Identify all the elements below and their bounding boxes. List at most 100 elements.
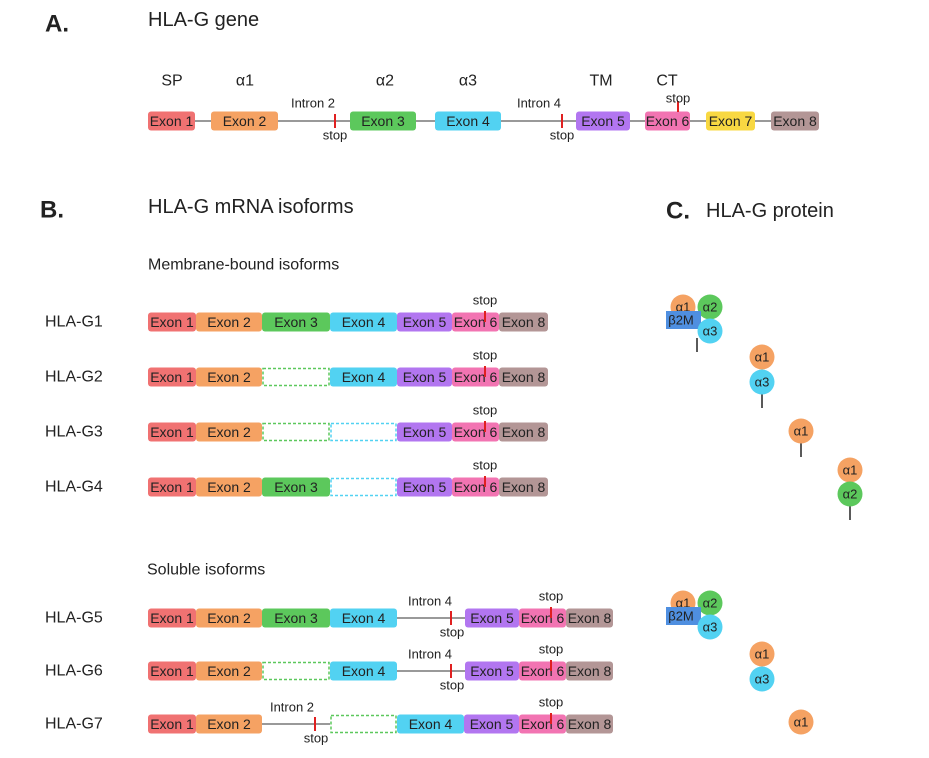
deleted-exon — [330, 477, 397, 497]
stop-label: stop — [539, 642, 564, 657]
domain-circle — [697, 294, 723, 320]
domain-label: α1 — [794, 715, 809, 730]
deleted-exon — [330, 714, 397, 734]
exon-label: Exon 1 — [150, 663, 194, 679]
exon-label: Exon 4 — [409, 716, 453, 732]
exon-label: Exon 2 — [207, 479, 251, 495]
exon-box — [452, 422, 499, 442]
exon-label: Exon 2 — [207, 424, 251, 440]
exon-box — [499, 312, 548, 332]
exon-box — [148, 661, 196, 681]
domain-label: α1 — [676, 596, 691, 611]
exon-label: Exon 4 — [446, 113, 490, 129]
stop-label: stop — [473, 403, 498, 418]
exon-box — [771, 111, 819, 131]
domain-circle — [749, 369, 775, 395]
domain-circle — [837, 481, 863, 507]
exon-label: Exon 2 — [207, 369, 251, 385]
exon-label: Exon 1 — [150, 479, 194, 495]
exon-box — [262, 608, 330, 628]
domain-circle — [837, 457, 863, 483]
stop-label: stop — [323, 128, 348, 143]
panel-letter: C. — [666, 198, 690, 225]
exon-box — [196, 714, 262, 734]
exon-box — [452, 367, 499, 387]
exon-label: Exon 4 — [342, 369, 386, 385]
exon-box — [196, 422, 262, 442]
exon-label: Exon 6 — [521, 610, 565, 626]
stop-label: stop — [473, 293, 498, 308]
exon-label: Exon 4 — [342, 663, 386, 679]
intron-label: Intron 4 — [517, 96, 561, 111]
domain-circle — [697, 590, 723, 616]
isoform-name: HLA-G1 — [45, 314, 103, 331]
group-title: Soluble isoforms — [147, 562, 265, 579]
exon-label: Exon 8 — [502, 314, 546, 330]
exon-label: Exon 8 — [502, 479, 546, 495]
domain-circle — [749, 344, 775, 370]
exon-box — [330, 367, 397, 387]
domain-box — [666, 607, 701, 625]
exon-label: Exon 1 — [150, 314, 194, 330]
isoform-name: HLA-G3 — [45, 424, 103, 441]
intron-label: Intron 2 — [291, 96, 335, 111]
exon-label: Exon 6 — [454, 424, 498, 440]
exon-label: Exon 1 — [150, 716, 194, 732]
stop-label: stop — [539, 695, 564, 710]
panel-title: HLA-G mRNA isoforms — [148, 196, 354, 218]
exon-label: Exon 5 — [403, 479, 447, 495]
isoform-name: HLA-G5 — [45, 610, 103, 627]
domain-label: α3 — [703, 324, 718, 339]
domain-box — [666, 311, 701, 329]
exon-label: Exon 6 — [454, 369, 498, 385]
exon-label: Exon 5 — [470, 610, 514, 626]
deleted-exon — [330, 422, 397, 442]
exon-label: Exon 3 — [274, 479, 318, 495]
exon-box — [397, 477, 452, 497]
exon-box — [148, 608, 196, 628]
domain-label: α2 — [376, 73, 394, 90]
isoform-name: HLA-G6 — [45, 663, 103, 680]
stop-label: stop — [440, 625, 465, 640]
isoform-name: HLA-G4 — [45, 479, 103, 496]
exon-label: Exon 6 — [521, 663, 565, 679]
stop-label: stop — [666, 91, 691, 106]
exon-box — [452, 477, 499, 497]
exon-label: Exon 8 — [568, 716, 612, 732]
domain-label: β2M — [668, 313, 694, 328]
stop-label: stop — [304, 731, 329, 746]
exon-box — [465, 608, 519, 628]
exon-box — [330, 312, 397, 332]
exon-box — [330, 608, 397, 628]
domain-label: α2 — [703, 596, 718, 611]
domain-label: α1 — [794, 424, 809, 439]
panel-letter: B. — [40, 197, 64, 224]
domain-label: TM — [589, 73, 612, 90]
exon-label: Exon 6 — [454, 479, 498, 495]
exon-box — [196, 312, 262, 332]
exon-label: Exon 5 — [403, 314, 447, 330]
stop-label: stop — [440, 678, 465, 693]
exon-box — [519, 608, 566, 628]
domain-label: α1 — [755, 647, 770, 662]
intron-label: Intron 4 — [408, 594, 452, 609]
isoform-name: HLA-G7 — [45, 716, 103, 733]
exon-box — [148, 111, 195, 131]
exon-box — [499, 477, 548, 497]
intron-label: Intron 2 — [270, 700, 314, 715]
exon-label: Exon 8 — [568, 663, 612, 679]
deleted-exon — [262, 661, 330, 681]
exon-box — [330, 661, 397, 681]
exon-label: Exon 5 — [581, 113, 625, 129]
exon-box — [566, 608, 613, 628]
exon-box — [148, 367, 196, 387]
exon-label: Exon 5 — [403, 369, 447, 385]
exon-box — [566, 714, 613, 734]
exon-box — [148, 422, 196, 442]
exon-box — [499, 422, 548, 442]
exon-box — [645, 111, 690, 131]
isoform-name: HLA-G2 — [45, 369, 103, 386]
exon-label: Exon 8 — [502, 424, 546, 440]
exon-label: Exon 4 — [342, 610, 386, 626]
